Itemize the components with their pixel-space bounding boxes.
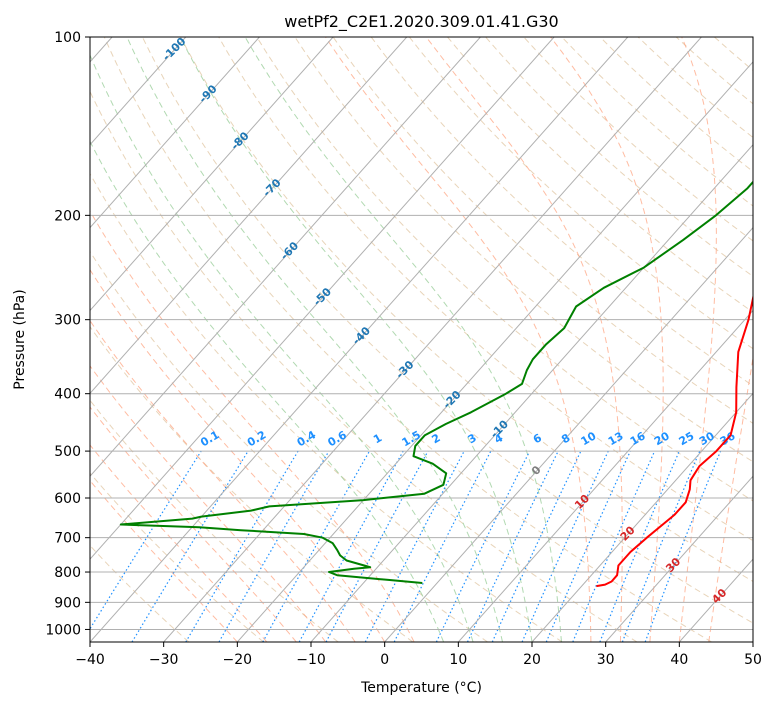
x-tick-label: 40 — [670, 652, 688, 668]
y-tick-label: 500 — [54, 444, 81, 460]
mixing-ratio-label: 1 — [371, 431, 384, 446]
mixing-ratio-lines — [82, 451, 721, 642]
isotherm-line — [0, 37, 259, 642]
mixing-ratio-label: 1.5 — [400, 428, 423, 449]
mixing-ratio-line — [436, 451, 529, 642]
mixing-ratio-label: 6 — [531, 431, 544, 446]
y-tick-label: 300 — [54, 313, 81, 329]
mixing-ratio-label: 25 — [677, 429, 697, 448]
background-lines — [0, 37, 775, 642]
y-tick-label: 200 — [54, 208, 81, 224]
y-tick-label: 400 — [54, 387, 81, 403]
mixing-ratio-label: 30 — [697, 429, 717, 448]
isotherm-line — [311, 37, 775, 642]
x-tick-label: 10 — [449, 652, 467, 668]
isotherm-line — [164, 37, 702, 642]
mixing-ratio-line — [263, 451, 370, 642]
chart-title: wetPf2_C2E1.2020.309.01.41.G30 — [284, 12, 558, 32]
mixing-ratio-label: 0.2 — [245, 428, 268, 449]
moist-adiabat-line — [0, 37, 237, 642]
dry-adiabat-line — [600, 37, 775, 642]
dry-adiabat-line — [676, 37, 775, 642]
mixing-ratio-line — [326, 451, 428, 642]
profiles — [121, 37, 775, 586]
mixing-ratio-line — [299, 451, 403, 642]
x-tick-label: −10 — [296, 652, 326, 668]
mixing-ratio-line — [468, 451, 559, 642]
dry-adiabat-line — [714, 37, 775, 642]
mixing-ratio-line — [546, 451, 630, 642]
mixing-ratio-line — [394, 451, 491, 642]
dewpoint-profile-line — [121, 37, 775, 583]
dry-adiabat-line — [0, 37, 264, 642]
x-tick-label: 20 — [523, 652, 541, 668]
mixing-ratio-line — [492, 451, 581, 642]
moist-adiabat-line — [83, 37, 474, 642]
mixing-ratio-line — [219, 451, 329, 642]
mixing-ratio-line — [132, 451, 248, 642]
mixing-ratio-label: 2 — [430, 431, 443, 446]
mixing-ratio-label: 13 — [606, 429, 626, 448]
mixing-ratio-label: 0.1 — [198, 428, 221, 449]
dry-adiabat-line — [371, 37, 775, 642]
mixing-ratio-line — [365, 451, 464, 642]
dry-adiabat-line — [257, 37, 775, 642]
y-tick-label: 700 — [54, 531, 81, 547]
moist-adiabat-line — [679, 37, 716, 642]
y-tick-label: 1000 — [45, 622, 81, 638]
x-tick-label: 30 — [597, 652, 615, 668]
dry-adiabat-line — [409, 37, 775, 642]
x-tick-label: −30 — [149, 652, 179, 668]
mixing-ratio-label: 10 — [579, 429, 599, 448]
moist-adiabat-line — [426, 37, 622, 642]
x-axis-label: Temperature (°C) — [360, 680, 482, 696]
y-tick-label: 600 — [54, 491, 81, 507]
dry-adiabat-line — [0, 37, 189, 642]
isotherm-line — [0, 37, 333, 642]
x-tick-label: 50 — [744, 652, 762, 668]
isotherm-line — [0, 37, 480, 642]
mixing-ratio-line — [186, 451, 298, 642]
moist-adiabat-line — [0, 37, 267, 642]
dry-adiabat-line — [28, 37, 562, 642]
isotherm-line — [0, 37, 407, 642]
mixing-ratio-label: 20 — [652, 429, 672, 448]
dry-adiabat-line — [524, 37, 775, 642]
dry-adiabat-line — [638, 37, 775, 642]
y-tick-label: 800 — [54, 565, 81, 581]
mixing-ratio-line — [573, 451, 655, 642]
x-tick-label: 0 — [380, 652, 389, 668]
mixing-ratio-label: 0.6 — [326, 428, 350, 449]
dry-adiabat-line — [219, 37, 775, 642]
mixing-ratio-line — [622, 451, 699, 642]
dry-adiabat-line — [0, 37, 338, 642]
x-tick-label: −40 — [75, 652, 105, 668]
mixing-ratio-line — [600, 451, 679, 642]
x-tick-label: −20 — [223, 652, 253, 668]
isotherm-line — [753, 37, 775, 642]
mixing-ratio-label: 3 — [466, 431, 479, 446]
temperature-profile-line — [596, 37, 775, 586]
isotherm-line — [237, 37, 775, 642]
y-tick-label: 900 — [54, 595, 81, 611]
y-tick-label: 100 — [54, 30, 81, 46]
y-axis-label: Pressure (hPa) — [12, 289, 28, 389]
